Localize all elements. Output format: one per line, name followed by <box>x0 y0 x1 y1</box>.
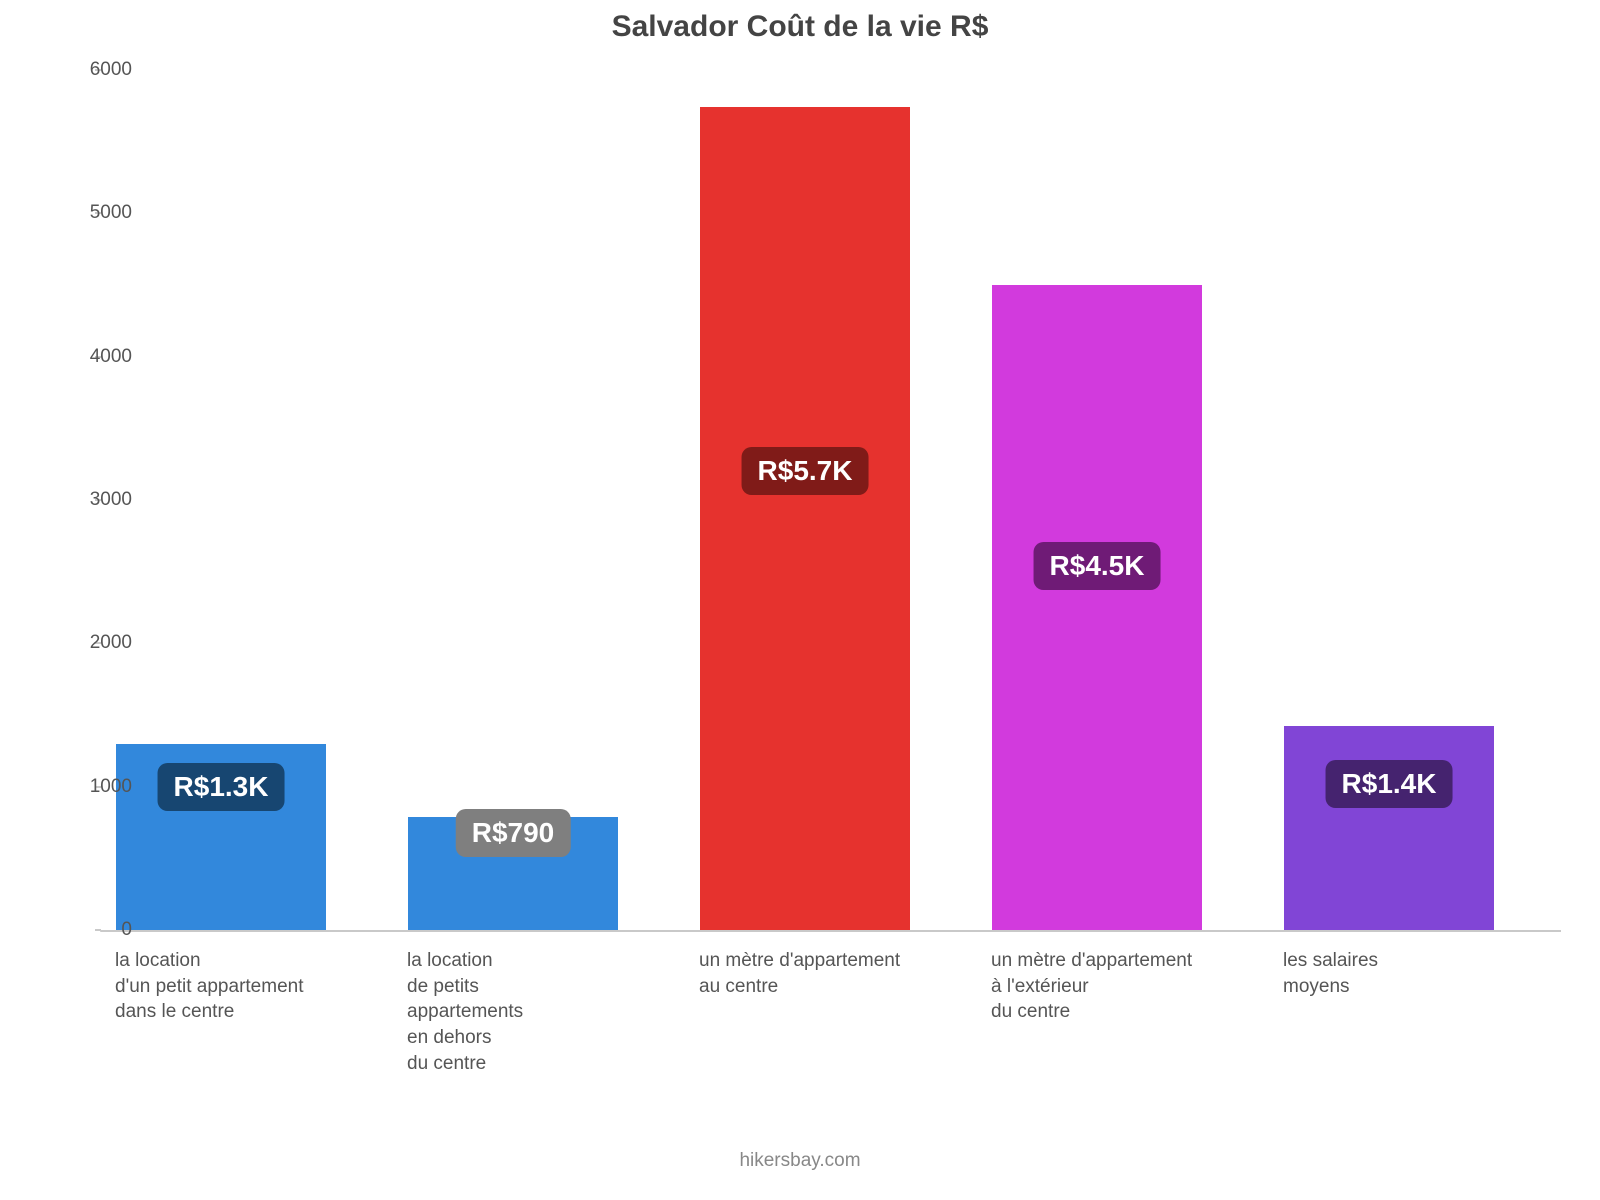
y-tick-label: 1000 <box>52 776 132 798</box>
y-tick-label: 0 <box>52 919 132 941</box>
x-category-label: les salairesmoyens <box>1283 948 1378 999</box>
bar <box>1284 726 1494 930</box>
plot-area: R$1.3K R$790 R$5.7K R$4.5K R$1.4K <box>100 70 1561 932</box>
bar-value-label: R$1.3K <box>158 763 285 811</box>
y-tick-label: 2000 <box>52 632 132 654</box>
x-category-label: la locationd'un petit appartementdans le… <box>115 948 303 1025</box>
chart-container: Salvador Coût de la vie R$ R$1.3KR$790R$… <box>0 0 1600 1200</box>
chart-title: Salvador Coût de la vie R$ <box>0 10 1600 44</box>
bar-value-label: R$790 <box>456 809 571 857</box>
y-tick-label: 5000 <box>52 202 132 224</box>
bar <box>700 107 910 930</box>
bar <box>992 285 1202 930</box>
credit-text: hikersbay.com <box>0 1150 1600 1172</box>
x-category-label: un mètre d'appartementau centre <box>699 948 900 999</box>
x-category-label: un mètre d'appartementà l'extérieurdu ce… <box>991 948 1192 1025</box>
x-category-label: la locationde petitsappartementsen dehor… <box>407 948 523 1076</box>
y-tick-label: 6000 <box>52 59 132 81</box>
y-tick-label: 3000 <box>52 489 132 511</box>
y-tick-label: 4000 <box>52 346 132 368</box>
bar-value-label: R$5.7K <box>742 447 869 495</box>
bar-value-label: R$4.5K <box>1034 542 1161 590</box>
bar-value-label: R$1.4K <box>1326 760 1453 808</box>
